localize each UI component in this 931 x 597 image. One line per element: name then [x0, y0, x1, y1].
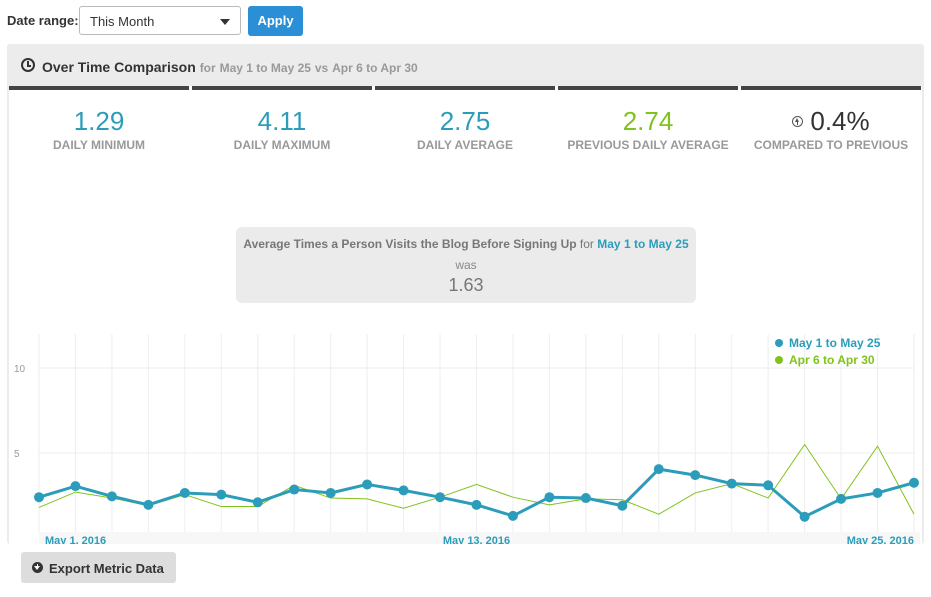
data-point: [143, 499, 154, 510]
export-label: Export Metric Data: [49, 561, 164, 576]
data-point: [544, 492, 555, 503]
stat-value: 4.11: [257, 106, 307, 136]
callout-was: was: [455, 258, 477, 272]
legend-label: May 1 to May 25: [789, 336, 881, 350]
apply-button[interactable]: Apply: [248, 6, 303, 36]
stat-value: 2.74: [622, 106, 674, 136]
callout-title: Average Times a Person Visits the Blog B…: [236, 237, 696, 251]
x-tick-label: May 1, 2016: [45, 535, 106, 544]
chevron-down-icon: [220, 19, 230, 25]
download-icon: [32, 562, 43, 573]
metric-callout: Average Times a Person Visits the Blog B…: [236, 227, 696, 303]
panel-title-text: Over Time Comparison: [42, 59, 196, 75]
stat-previous-daily-average: 2.74 PREVIOUS DAILY AVERAGE: [558, 86, 738, 210]
stat-daily-average: 2.75 DAILY AVERAGE: [375, 86, 555, 210]
data-point: [690, 470, 701, 481]
data-point: [216, 489, 227, 500]
data-point: [617, 500, 628, 511]
data-point: [34, 492, 44, 503]
x-tick-label: May 25, 2016: [847, 535, 914, 544]
current-range: May 1 to May 25: [219, 61, 311, 75]
data-point: [252, 497, 263, 508]
chart-area: 5 10 May 1, 2016 May 13, 2016 May 25, 2016 …: [9, 318, 922, 558]
data-point: [507, 510, 518, 521]
data-point: [471, 499, 482, 510]
legend-label: Apr 6 to Apr 30: [789, 353, 875, 367]
data-point: [909, 477, 919, 488]
line-chart: 510 May 1, 2016 May 13, 2016 May 25, 2016 …: [14, 334, 920, 558]
data-point: [799, 511, 810, 522]
data-point: [106, 491, 117, 502]
stat-label: DAILY MAXIMUM: [233, 138, 331, 152]
stat-value: 1.29: [73, 106, 125, 136]
stat-compared-to-previous: 0.4% COMPARED TO PREVIOUS: [741, 86, 921, 210]
x-tick-label: May 13, 2016: [443, 535, 510, 544]
data-point: [726, 478, 737, 489]
stat-value: 2.75: [439, 106, 491, 136]
y-tick-label: 10: [14, 364, 26, 375]
vs-word: vs: [314, 61, 329, 75]
panel-header: Over Time Comparison for May 1 to May 25…: [7, 44, 924, 86]
date-range-label: Date range:: [7, 13, 79, 28]
data-point: [179, 487, 190, 498]
data-point: [580, 493, 591, 504]
clock-icon: [21, 58, 35, 72]
y-axis: 5 10: [14, 364, 26, 460]
stat-value-row: 0.4%: [741, 106, 921, 136]
data-point: [653, 464, 664, 475]
data-point: [362, 479, 373, 490]
data-point: [763, 480, 774, 491]
panel-title: Over Time Comparison for May 1 to May 25…: [42, 59, 418, 75]
toolbar: Date range: This Month Apply: [0, 0, 931, 40]
legend-marker: [775, 356, 783, 364]
data-point: [325, 487, 336, 498]
y-tick-label: 5: [14, 449, 20, 460]
chart-grid: [38, 334, 920, 558]
comparison-panel: Over Time Comparison for May 1 to May 25…: [7, 44, 924, 558]
stat-label: PREVIOUS DAILY AVERAGE: [567, 138, 729, 152]
date-range-select[interactable]: This Month: [79, 6, 241, 35]
stat-label: DAILY MINIMUM: [52, 138, 145, 152]
arrow-up-circle-icon: [792, 116, 804, 127]
legend-marker: [775, 339, 783, 347]
data-point: [398, 485, 409, 496]
stat-daily-minimum: 1.29 DAILY MINIMUM: [9, 86, 189, 210]
data-point: [70, 481, 81, 492]
chart-legend: May 1 to May 25 Apr 6 to Apr 30: [775, 336, 881, 367]
for-word: for: [199, 61, 216, 75]
export-metric-data-button[interactable]: Export Metric Data: [21, 552, 176, 583]
stats-row: 1.29 DAILY MINIMUM 4.11 DAILY MAXIMUM 2.…: [9, 86, 922, 210]
data-point: [289, 484, 300, 495]
callout-value: 1.63: [448, 275, 484, 295]
callout-range: May 1 to May 25: [597, 237, 689, 251]
stat-value: 0.4%: [810, 106, 870, 136]
stat-label: COMPARED TO PREVIOUS: [753, 138, 909, 152]
callout-for-word: for: [579, 237, 594, 251]
previous-range: Apr 6 to Apr 30: [332, 61, 418, 75]
date-range-value: This Month: [90, 14, 155, 29]
callout-metric: Average Times a Person Visits the Blog B…: [243, 237, 577, 251]
data-point: [435, 492, 446, 503]
stat-label: DAILY AVERAGE: [416, 138, 514, 152]
current-series-group: [34, 464, 919, 522]
data-point: [836, 493, 847, 504]
stat-daily-maximum: 4.11 DAILY MAXIMUM: [192, 86, 372, 210]
data-point: [872, 487, 883, 498]
callout-area: Average Times a Person Visits the Blog B…: [9, 210, 922, 318]
